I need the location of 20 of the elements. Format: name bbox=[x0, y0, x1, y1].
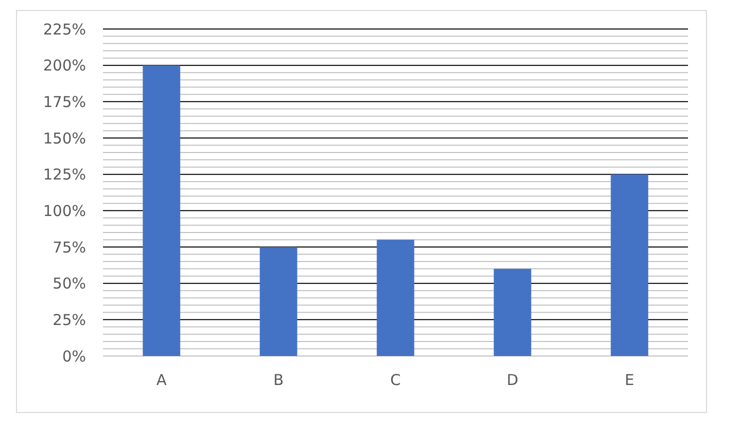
y-tick-label: 75% bbox=[52, 238, 86, 256]
x-tick-label: A bbox=[156, 371, 168, 389]
x-tick-label: E bbox=[624, 371, 634, 389]
y-tick-label: 175% bbox=[43, 92, 86, 111]
x-tick-label: B bbox=[273, 371, 284, 389]
x-tick-label: D bbox=[506, 371, 518, 389]
bar bbox=[494, 268, 532, 356]
y-tick-label: 225% bbox=[43, 20, 86, 38]
y-tick-label: 0% bbox=[62, 347, 86, 366]
bar bbox=[142, 65, 180, 356]
y-tick-label: 200% bbox=[43, 56, 86, 75]
x-tick-label: C bbox=[390, 371, 401, 389]
bar bbox=[610, 174, 648, 356]
y-tick-label: 125% bbox=[43, 166, 86, 184]
y-tick-label: 25% bbox=[52, 310, 86, 329]
bar bbox=[376, 240, 414, 356]
y-tick-label: 100% bbox=[43, 202, 86, 220]
y-tick-label: 50% bbox=[52, 274, 86, 293]
bar bbox=[260, 247, 298, 356]
y-tick-label: 150% bbox=[43, 129, 86, 148]
